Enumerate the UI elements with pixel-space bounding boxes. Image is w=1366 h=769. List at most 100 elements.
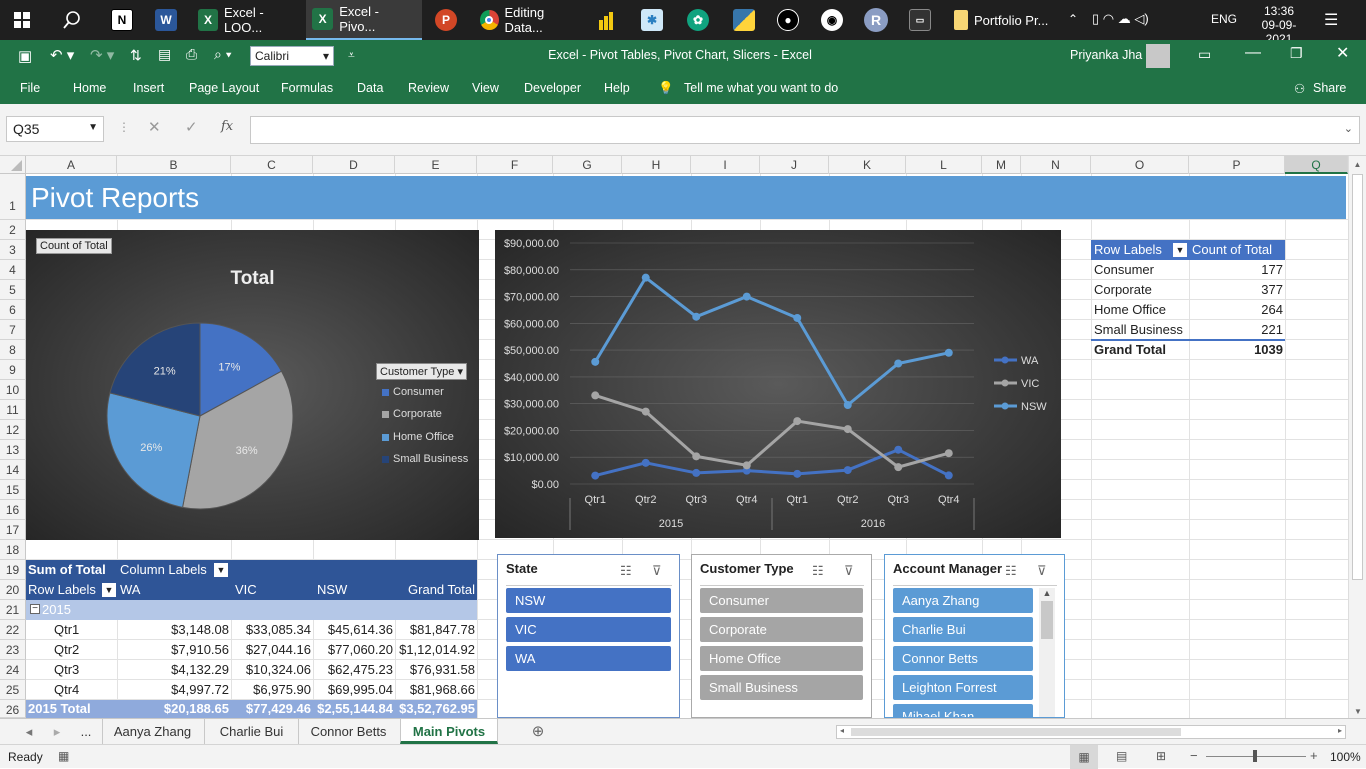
column-header[interactable]: E <box>395 156 477 174</box>
close-icon[interactable]: ✕ <box>1336 45 1350 62</box>
tab-scroll-left[interactable]: ◂ <box>25 724 33 739</box>
tab-more[interactable]: ... <box>80 724 92 739</box>
row-header[interactable]: 17 <box>0 520 26 540</box>
row-header[interactable]: 8 <box>0 340 26 360</box>
column-header[interactable]: A <box>26 156 117 174</box>
chatgpt-icon[interactable]: ✿ <box>682 4 714 36</box>
chevron-left-icon[interactable]: ◂ <box>840 726 845 735</box>
column-header[interactable]: N <box>1021 156 1091 174</box>
row-header[interactable]: 10 <box>0 380 26 400</box>
slicer-item[interactable]: Connor Betts <box>893 646 1033 671</box>
menu-file[interactable]: File <box>20 81 41 95</box>
column-header[interactable]: Q <box>1285 156 1348 174</box>
slicer-item[interactable]: Small Business <box>700 675 863 700</box>
zoom-slider-thumb[interactable] <box>1253 750 1257 762</box>
quarter-label[interactable]: Qtr4 <box>54 682 80 697</box>
column-header[interactable]: B <box>117 156 231 174</box>
drag-handle-icon[interactable]: ⋮ <box>118 120 130 134</box>
pivot-row-label[interactable]: Consumer <box>1094 262 1154 277</box>
macro-record-icon[interactable]: ▦ <box>58 749 70 763</box>
row-header[interactable]: 1 <box>0 174 26 220</box>
row-header[interactable]: 12 <box>0 420 26 440</box>
row-header[interactable]: 2 <box>0 220 26 240</box>
add-sheet-icon[interactable]: ⊕ <box>531 723 545 740</box>
column-header[interactable]: D <box>313 156 395 174</box>
python-icon[interactable] <box>728 4 760 36</box>
avatar[interactable] <box>1146 44 1170 68</box>
select-all-corner[interactable] <box>0 156 26 174</box>
column-header[interactable]: L <box>906 156 982 174</box>
tell-me-search[interactable]: Tell me what you want to do <box>684 81 839 95</box>
horizontal-scrollbar[interactable]: ◂ ▸ <box>836 725 1346 739</box>
pivot-row-label[interactable]: Small Business <box>1094 322 1183 337</box>
quarter-label[interactable]: Qtr1 <box>54 622 80 637</box>
row-header[interactable]: 14 <box>0 460 26 480</box>
customize-toolbar-icon[interactable]: ⩡ <box>348 48 355 62</box>
taskbar-chrome[interactable]: Editing Data... <box>474 0 586 40</box>
slicer-item[interactable]: Corporate <box>700 617 863 642</box>
zoom-out-button[interactable]: − <box>1190 748 1198 763</box>
row-header[interactable]: 20 <box>0 580 26 600</box>
menu-insert[interactable]: Insert <box>133 81 165 95</box>
slicer-item[interactable]: WA <box>506 646 671 671</box>
column-header[interactable]: K <box>829 156 906 174</box>
share-button[interactable]: Share <box>1313 81 1347 95</box>
collapse-icon[interactable]: − <box>30 604 40 614</box>
quarter-label[interactable]: Qtr3 <box>54 662 80 677</box>
chevron-down-icon[interactable]: ⌄ <box>1343 123 1353 135</box>
year-label[interactable]: 2015 <box>42 602 71 617</box>
language-indicator[interactable]: ENG <box>1211 12 1238 26</box>
r-app-icon[interactable]: R <box>860 4 892 36</box>
multi-select-icon[interactable]: ☷ <box>1005 563 1017 578</box>
taskbar-folder[interactable]: Portfolio Pr... <box>948 0 1058 40</box>
ribbon-display-icon[interactable]: ▭ <box>1198 46 1212 62</box>
menu-view[interactable]: View <box>472 81 499 95</box>
column-header[interactable]: J <box>760 156 829 174</box>
scroll-thumb[interactable] <box>1352 174 1363 580</box>
minimize-icon[interactable]: — <box>1245 44 1261 61</box>
row-header[interactable]: 18 <box>0 540 26 560</box>
tab-aanya-zhang[interactable]: Aanya Zhang <box>102 719 202 744</box>
menu-developer[interactable]: Developer <box>524 81 581 95</box>
search-icon[interactable] <box>56 4 88 36</box>
menu-home[interactable]: Home <box>73 81 107 95</box>
column-header[interactable]: P <box>1189 156 1285 174</box>
find-icon[interactable]: ⌕ ▾ <box>214 46 232 62</box>
row-header[interactable]: 13 <box>0 440 26 460</box>
row-header[interactable]: 5 <box>0 280 26 300</box>
clear-filter-icon[interactable]: ⊽ <box>652 563 662 578</box>
zoom-in-button[interactable]: + <box>1310 748 1318 763</box>
menu-review[interactable]: Review <box>408 81 449 95</box>
pivot-row-label[interactable]: Corporate <box>1094 282 1152 297</box>
column-header[interactable]: F <box>477 156 553 174</box>
restore-icon[interactable]: ❐ <box>1290 45 1303 61</box>
undo-icon[interactable]: ↶ ▾ <box>50 47 75 64</box>
chevron-up-icon[interactable]: ▲ <box>1353 160 1362 169</box>
chevron-right-icon[interactable]: ▸ <box>1337 726 1342 735</box>
line-chart[interactable]: $90,000.00 $80,000.00 $70,000.00 $60,000.00… <box>495 230 1061 538</box>
save-icon[interactable]: ▣ <box>18 48 33 65</box>
slicer-item[interactable]: Leighton Forrest <box>893 675 1033 700</box>
column-header[interactable]: M <box>982 156 1021 174</box>
scroll-thumb[interactable] <box>851 728 1181 736</box>
snowflake-app-icon[interactable]: ✱ <box>636 4 668 36</box>
slicer-scrollbar[interactable]: ▲ <box>1039 588 1055 717</box>
scroll-thumb[interactable] <box>1041 601 1053 639</box>
print-icon[interactable]: ⎙ <box>186 46 198 62</box>
font-select[interactable]: Calibri ▾ <box>250 46 334 66</box>
taskbar-excel-loo[interactable]: X Excel - LOO... <box>192 0 304 40</box>
row-header[interactable]: 19 <box>0 560 26 580</box>
slicer-item[interactable]: NSW <box>506 588 671 613</box>
slicer-item[interactable]: Mihael Khan <box>893 704 1033 717</box>
windows-start-icon[interactable] <box>6 4 38 36</box>
row-header[interactable]: 9 <box>0 360 26 380</box>
page-break-view-icon[interactable]: ⊞ <box>1156 749 1167 763</box>
slicer-item[interactable]: Consumer <box>700 588 863 613</box>
terminal-icon[interactable]: ▭ <box>904 4 936 36</box>
page-layout-view-icon[interactable]: ▤ <box>1116 749 1128 763</box>
column-filter-icon[interactable]: ▼ <box>214 563 228 577</box>
row-header[interactable]: 3 <box>0 240 26 260</box>
quarter-label[interactable]: Qtr2 <box>54 642 80 657</box>
row-header[interactable]: 22 <box>0 620 26 640</box>
system-tray-icons[interactable]: ▯ ◠ ☁ ◁) <box>1092 11 1149 26</box>
